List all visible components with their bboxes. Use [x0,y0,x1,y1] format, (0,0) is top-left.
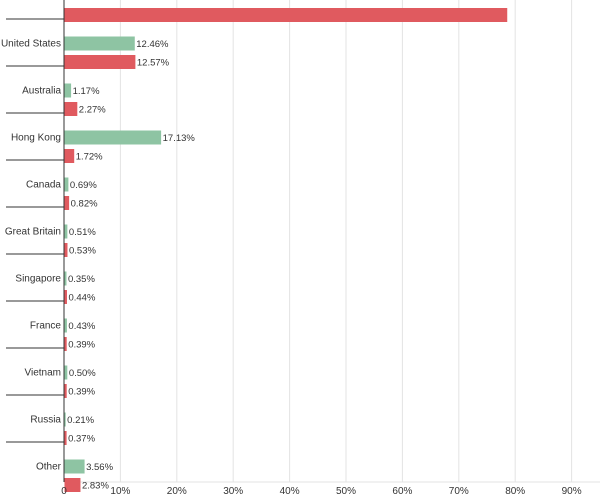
x-tick-label: 0 [61,486,67,497]
category-label: Russia [30,415,61,426]
value-label: 0.39% [68,387,95,398]
value-label: 0.37% [68,434,95,445]
value-label: 0.35% [68,274,95,285]
value-label: 1.17% [73,86,100,97]
bar-green [64,224,68,239]
bar-green [64,271,67,286]
x-tick-label: 10% [110,486,130,497]
x-tick-label: 50% [336,486,356,497]
value-label: 0.21% [67,415,94,426]
bars [64,8,508,492]
bar-green [64,318,67,333]
value-label: 0.39% [68,340,95,351]
value-label: 2.83% [82,481,109,492]
bar-red [64,102,78,116]
value-labels: 12.46% 12.57% 1.17% 2.27% 17.13% 1.72% 0.69% 0.… [67,39,195,492]
x-tick-label: 30% [223,486,243,497]
bar-red [64,431,67,445]
value-label: 2.27% [79,105,106,116]
x-tick-label: 40% [280,486,300,497]
value-label: 0.50% [69,368,96,379]
value-label: 0.51% [69,227,96,238]
category-label: United States [1,39,61,50]
x-tick-label: 60% [392,486,412,497]
value-label: 1.72% [76,152,103,163]
value-label: 3.56% [86,462,113,473]
value-label: 0.69% [70,180,97,191]
bar-green [64,365,68,380]
bar-red [64,55,136,69]
x-tick-label: 70% [449,486,469,497]
gridlines [64,0,600,483]
bar-green [64,412,66,427]
value-label: 0.43% [68,321,95,332]
value-label: 0.82% [71,199,98,210]
bar-red [64,290,67,304]
category-label: Hong Kong [11,133,61,144]
x-tick-label: 90% [562,486,582,497]
x-tick-label: 20% [167,486,187,497]
category-label: Australia [22,86,61,97]
bar-red [64,149,75,163]
category-label: Vietnam [24,368,61,379]
bar-green [64,177,69,192]
bar-red [64,196,70,210]
category-label: France [30,321,62,332]
category-label: Other [36,462,62,473]
value-label: 0.53% [69,246,96,257]
value-label: 0.44% [68,293,95,304]
value-label: 12.57% [137,58,170,69]
bar-red [64,478,81,492]
bar-green [64,83,72,98]
category-label: Singapore [15,274,61,285]
value-label: 12.46% [136,39,169,50]
category-label: Canada [26,180,61,191]
category-separators [6,18,64,443]
x-tick-label: 80% [505,486,525,497]
bar-green [64,459,85,474]
x-axis-ticks: 0 10% 20% 30% 40% 50% 60% 70% 80% 90% [61,486,581,497]
category-label: Great Britain [5,227,61,238]
bar-green [64,130,162,145]
bar-red [64,384,67,398]
category-labels: United States Australia Hong Kong Canada Gre… [1,39,62,473]
bar-green [64,36,135,51]
bar-red [64,337,67,351]
bar-red [64,8,508,22]
value-label: 17.13% [163,133,196,144]
bar-red [64,243,68,257]
